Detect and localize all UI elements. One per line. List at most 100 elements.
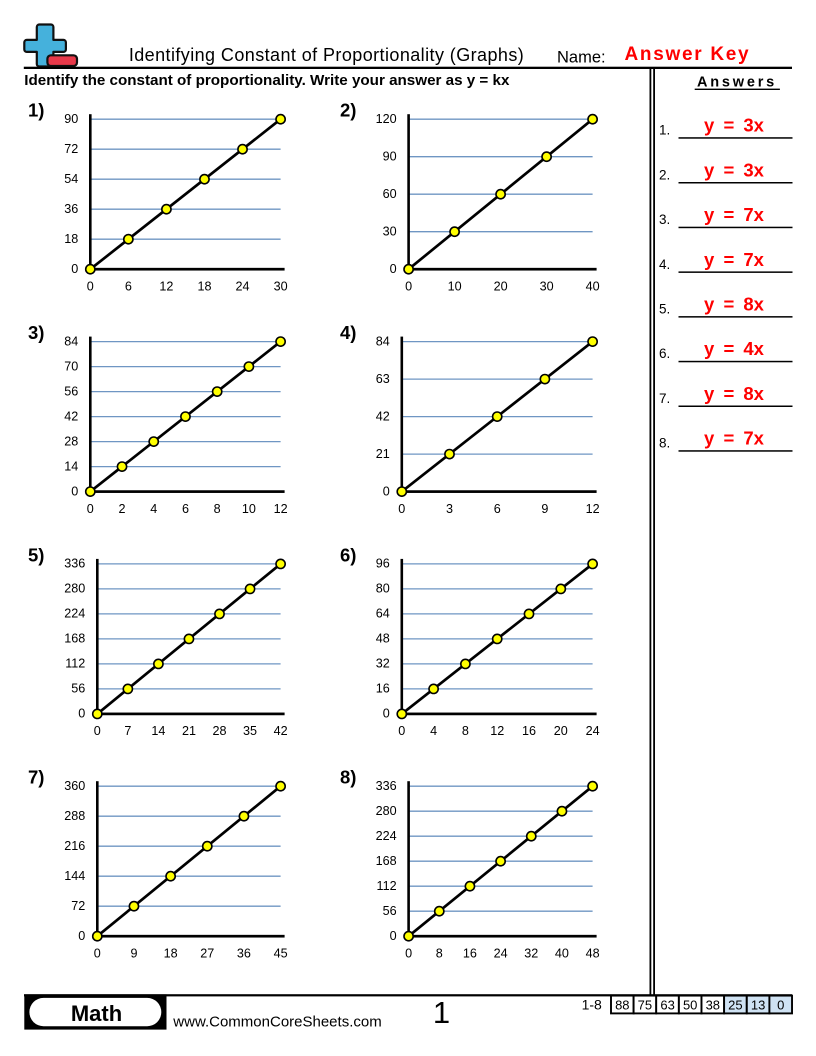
svg-text:0: 0 — [390, 262, 397, 276]
svg-text:5): 5) — [28, 544, 44, 565]
svg-text:Answers: Answers — [697, 75, 777, 91]
svg-text:18: 18 — [64, 232, 78, 246]
svg-text:24: 24 — [586, 724, 600, 738]
svg-text:4): 4) — [340, 322, 356, 343]
svg-text:84: 84 — [64, 334, 78, 348]
svg-text:6): 6) — [340, 544, 356, 565]
svg-text:75: 75 — [638, 997, 652, 1012]
svg-text:7): 7) — [28, 767, 44, 788]
svg-text:42: 42 — [64, 409, 78, 423]
svg-text:36: 36 — [237, 946, 251, 960]
svg-text:38: 38 — [706, 997, 720, 1012]
svg-text:88: 88 — [615, 997, 629, 1012]
svg-text:112: 112 — [377, 879, 397, 893]
svg-text:9: 9 — [541, 502, 548, 516]
svg-text:8.: 8. — [659, 436, 670, 451]
svg-text:30: 30 — [274, 279, 288, 293]
svg-text:70: 70 — [64, 359, 78, 373]
svg-text:21: 21 — [376, 447, 390, 461]
svg-text:32: 32 — [524, 946, 538, 960]
svg-text:48: 48 — [586, 946, 600, 960]
svg-text:10: 10 — [448, 279, 462, 293]
svg-text:360: 360 — [64, 779, 85, 793]
svg-text:84: 84 — [376, 334, 390, 348]
svg-text:0: 0 — [398, 502, 405, 516]
svg-text:0: 0 — [405, 946, 412, 960]
svg-text:Answer Key: Answer Key — [625, 44, 751, 65]
svg-text:28: 28 — [212, 724, 226, 738]
svg-text:63: 63 — [376, 372, 390, 386]
svg-text:2: 2 — [119, 502, 126, 516]
svg-text:1): 1) — [28, 100, 44, 121]
svg-text:30: 30 — [540, 279, 554, 293]
svg-text:0: 0 — [78, 707, 85, 721]
svg-text:50: 50 — [683, 997, 697, 1012]
svg-text:14: 14 — [151, 724, 165, 738]
svg-text:40: 40 — [586, 279, 600, 293]
svg-text:20: 20 — [554, 724, 568, 738]
svg-text:0: 0 — [87, 279, 94, 293]
svg-text:45: 45 — [274, 946, 288, 960]
svg-text:90: 90 — [64, 112, 78, 126]
svg-text:24: 24 — [236, 279, 250, 293]
svg-text:8: 8 — [436, 946, 443, 960]
svg-text:96: 96 — [376, 557, 390, 571]
svg-text:9: 9 — [130, 946, 137, 960]
svg-text:0: 0 — [390, 929, 397, 943]
svg-text:224: 224 — [64, 607, 85, 621]
svg-text:y = 7x: y = 7x — [704, 249, 765, 270]
svg-text:12: 12 — [274, 502, 288, 516]
svg-text:10: 10 — [242, 502, 256, 516]
svg-text:2.: 2. — [659, 167, 670, 182]
svg-text:112: 112 — [65, 657, 85, 671]
svg-text:280: 280 — [64, 582, 85, 596]
svg-text:6: 6 — [182, 502, 189, 516]
svg-text:56: 56 — [64, 384, 78, 398]
svg-text:8): 8) — [340, 767, 356, 788]
svg-text:18: 18 — [164, 946, 178, 960]
svg-text:www.CommonCoreSheets.com: www.CommonCoreSheets.com — [172, 1014, 381, 1031]
svg-text:42: 42 — [376, 409, 390, 423]
svg-text:8: 8 — [214, 502, 221, 516]
svg-text:64: 64 — [376, 607, 390, 621]
svg-text:72: 72 — [71, 899, 85, 913]
svg-text:0: 0 — [777, 997, 784, 1012]
svg-text:42: 42 — [274, 724, 288, 738]
svg-text:288: 288 — [64, 809, 85, 823]
svg-text:0: 0 — [78, 929, 85, 943]
svg-text:2): 2) — [340, 100, 356, 121]
svg-text:30: 30 — [383, 225, 397, 239]
svg-text:3): 3) — [28, 322, 44, 343]
svg-text:280: 280 — [376, 804, 397, 818]
svg-text:y = 7x: y = 7x — [704, 428, 765, 449]
svg-text:0: 0 — [94, 946, 101, 960]
svg-text:54: 54 — [64, 172, 78, 186]
svg-text:12: 12 — [159, 279, 173, 293]
svg-text:63: 63 — [660, 997, 674, 1012]
svg-text:168: 168 — [64, 632, 85, 646]
svg-text:35: 35 — [243, 724, 257, 738]
svg-text:168: 168 — [376, 854, 397, 868]
svg-text:56: 56 — [71, 682, 85, 696]
svg-text:6.: 6. — [659, 346, 670, 361]
svg-text:16: 16 — [522, 724, 536, 738]
svg-text:56: 56 — [383, 904, 397, 918]
svg-text:120: 120 — [376, 112, 397, 126]
svg-text:216: 216 — [64, 839, 85, 853]
svg-text:14: 14 — [64, 459, 78, 473]
svg-text:16: 16 — [463, 946, 477, 960]
svg-text:7.: 7. — [659, 391, 670, 406]
svg-text:4: 4 — [430, 724, 437, 738]
svg-text:144: 144 — [64, 869, 85, 883]
svg-text:24: 24 — [494, 946, 508, 960]
svg-text:5.: 5. — [659, 302, 670, 317]
svg-text:y = 8x: y = 8x — [704, 294, 765, 315]
svg-text:12: 12 — [490, 724, 504, 738]
svg-text:48: 48 — [376, 632, 390, 646]
svg-text:4.: 4. — [659, 257, 670, 272]
svg-text:32: 32 — [376, 657, 390, 671]
svg-text:6: 6 — [125, 279, 132, 293]
svg-text:4: 4 — [150, 502, 157, 516]
svg-text:Math: Math — [71, 1001, 122, 1026]
svg-text:y = 3x: y = 3x — [704, 159, 765, 180]
